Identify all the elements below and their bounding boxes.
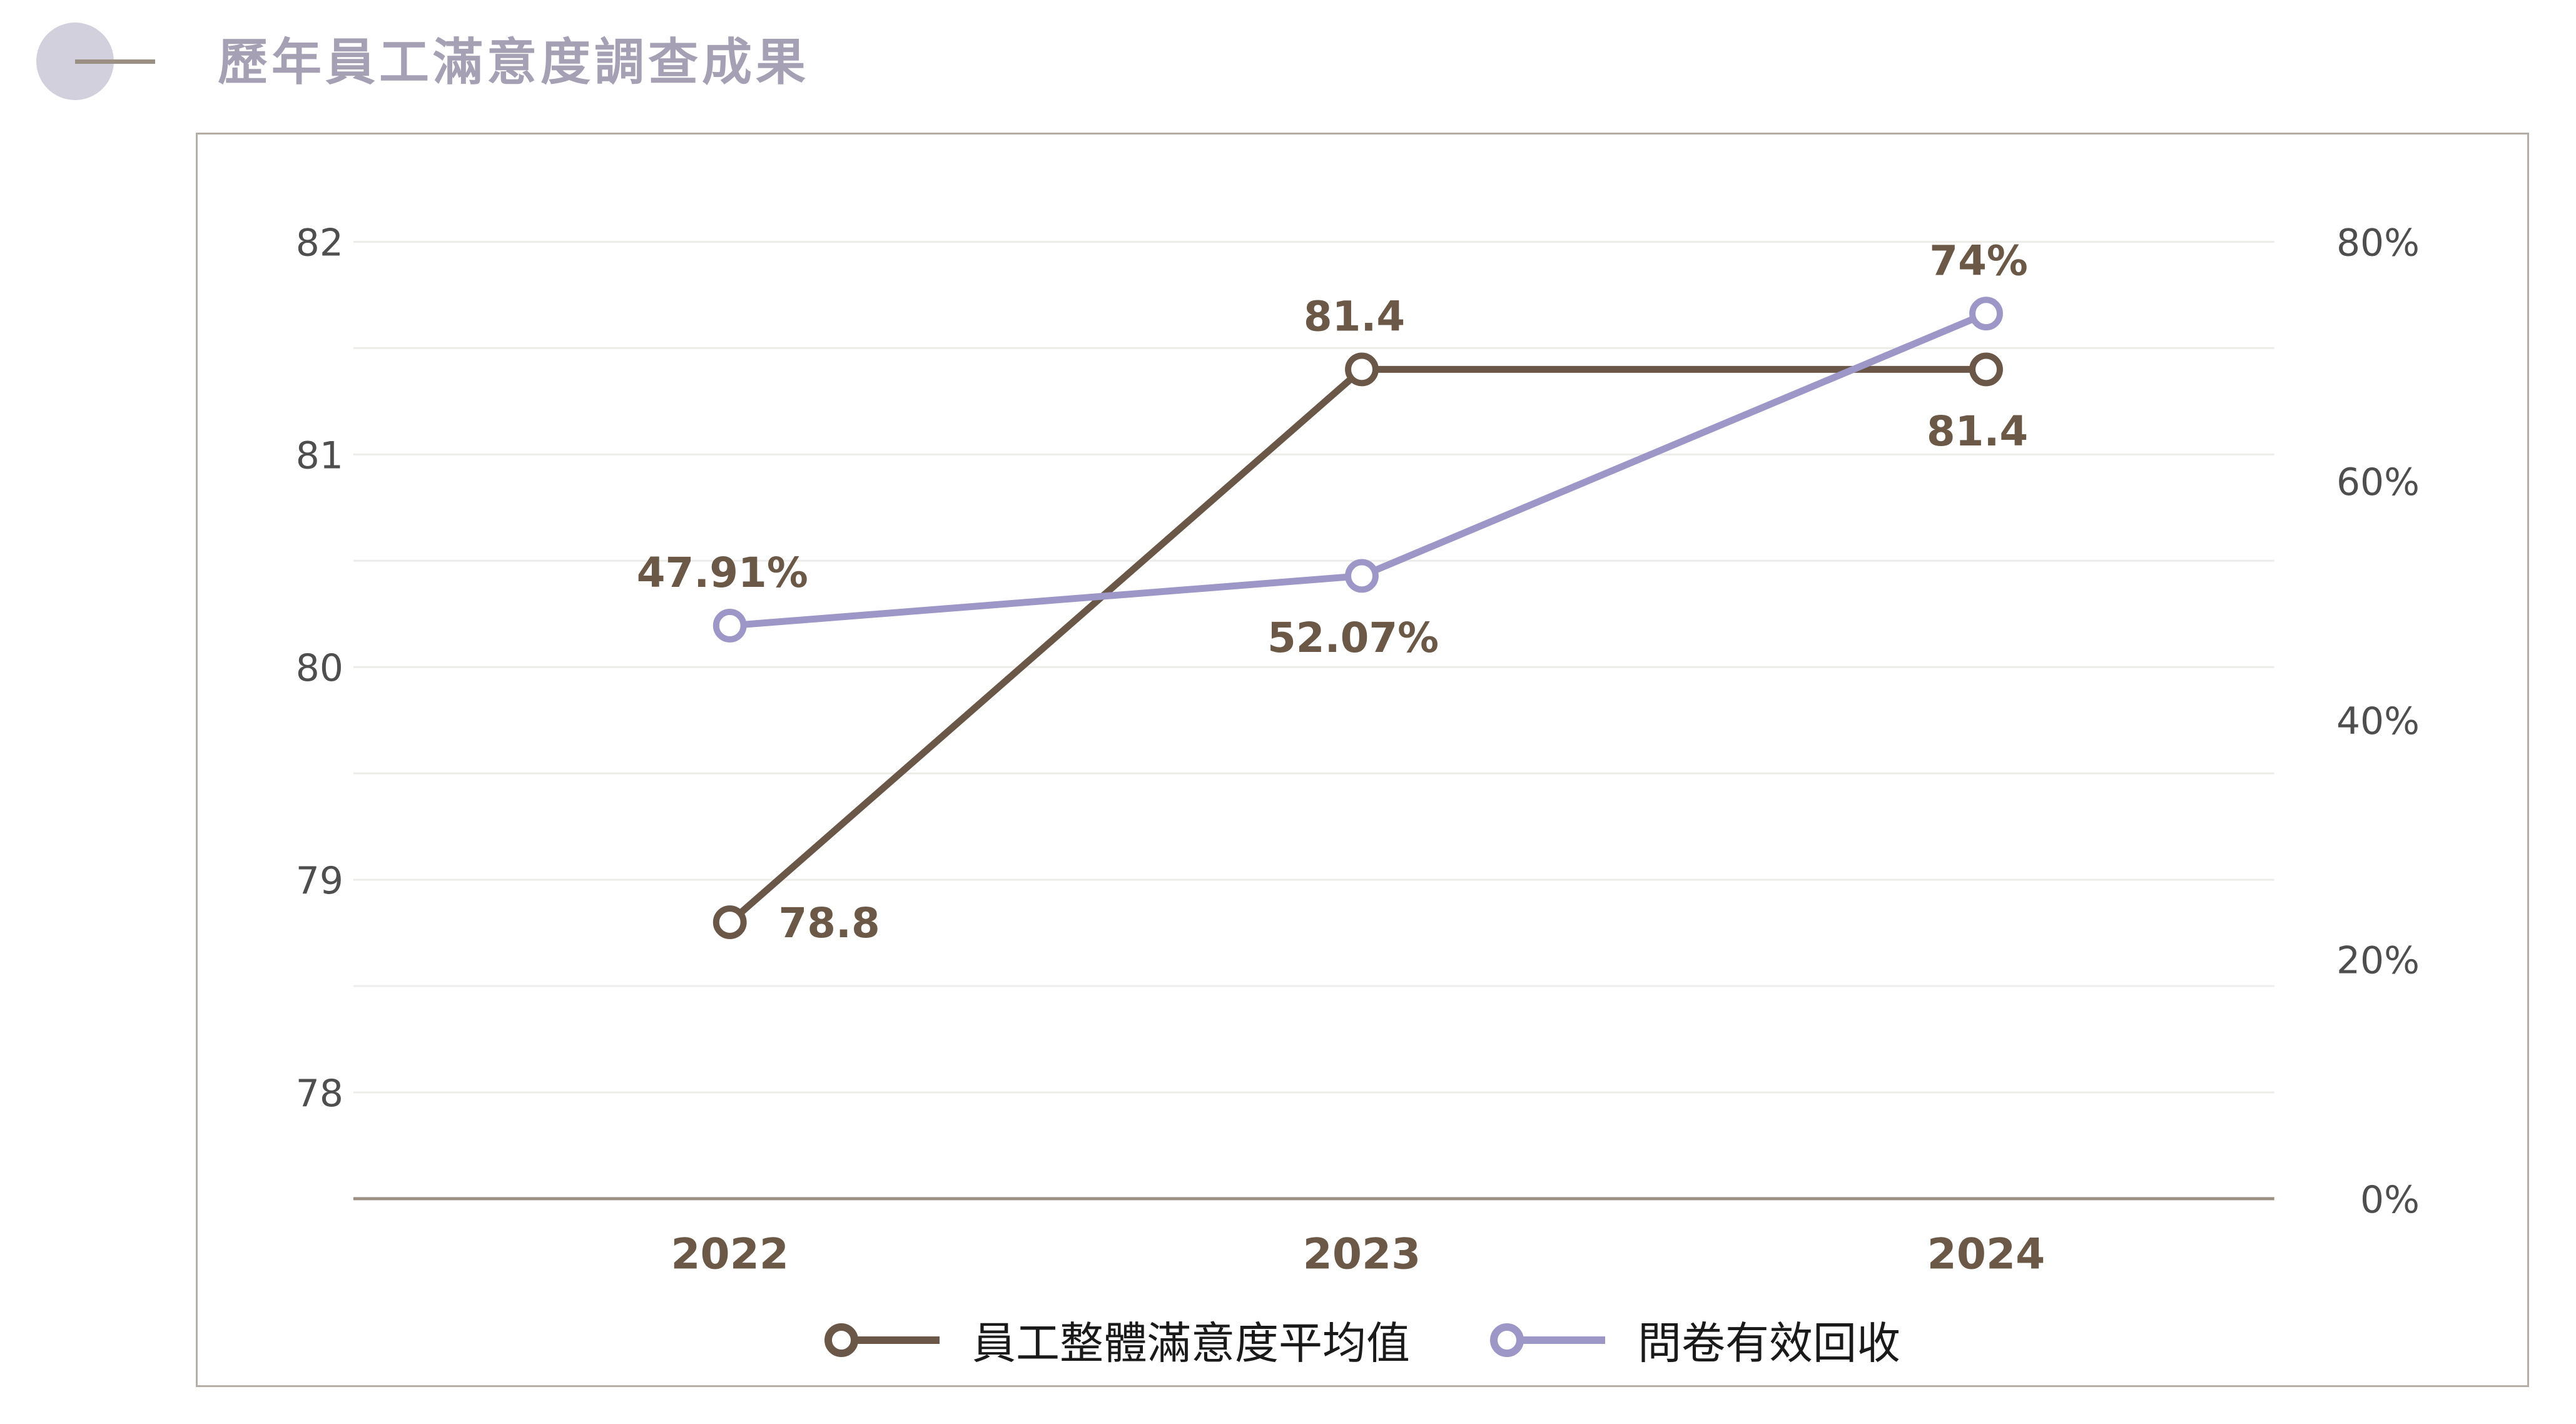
chart-panel: 82 81 80 79 78 80% 60% 40% 20% 0% 2022 2023 2024 78.8… — [196, 133, 2529, 1387]
left-axis-tick-label: 82 — [296, 221, 343, 265]
data-label: 74% — [1929, 236, 2028, 285]
data-label: 47.91% — [637, 549, 808, 597]
data-point-marker — [1345, 352, 1379, 387]
legend-label: 問卷有效回收 — [1638, 1318, 1900, 1369]
right-axis-tick-label: 0% — [2360, 1178, 2420, 1222]
left-axis-tick-label: 80 — [296, 646, 343, 690]
chart-legend: 員工整體滿意度平均值 問卷有效回收 — [824, 1308, 1900, 1371]
data-label: 81.4 — [1304, 293, 1405, 341]
legend-marker-line — [857, 1336, 940, 1344]
left-axis-tick-label: 78 — [296, 1072, 343, 1116]
page-title: 歷年員工滿意度調查成果 — [218, 33, 809, 91]
data-point-marker — [1969, 352, 2003, 387]
legend-marker-icon — [1490, 1323, 1524, 1357]
right-axis-tick-label: 60% — [2336, 460, 2420, 504]
data-label: 78.8 — [778, 899, 880, 947]
x-axis-category-label: 2024 — [1927, 1229, 2046, 1279]
legend-label: 員工整體滿意度平均值 — [972, 1318, 1410, 1369]
legend-marker-icon — [824, 1323, 858, 1357]
legend-item-1: 問卷有效回收 — [1490, 1308, 1900, 1371]
data-point-marker — [712, 905, 747, 939]
left-axis-tick-label: 81 — [296, 434, 343, 477]
data-point-marker — [712, 609, 747, 643]
data-point-marker — [1969, 297, 2003, 331]
right-axis-tick-label: 80% — [2336, 221, 2420, 265]
data-point-marker — [1345, 559, 1379, 593]
right-axis-tick-label: 20% — [2336, 938, 2420, 982]
data-label: 81.4 — [1927, 407, 2028, 455]
section-bullet-line — [75, 59, 155, 64]
x-axis-category-label: 2023 — [1303, 1229, 1421, 1279]
legend-marker-line — [1523, 1336, 1605, 1344]
right-axis-tick-label: 40% — [2336, 699, 2420, 743]
data-label: 52.07% — [1267, 614, 1439, 662]
left-axis-tick-label: 79 — [296, 859, 343, 903]
legend-item-0: 員工整體滿意度平均值 — [824, 1308, 1410, 1371]
line-chart: 82 81 80 79 78 80% 60% 40% 20% 0% 2022 2023 2024 78.8… — [296, 221, 2420, 1279]
x-axis-category-label: 2022 — [671, 1229, 789, 1279]
